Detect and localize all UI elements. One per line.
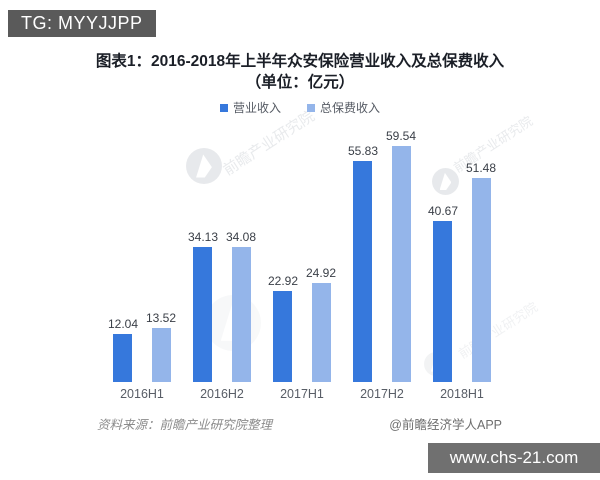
bar-col: 40.67 xyxy=(428,204,458,382)
x-axis: 2016H1 2016H2 2017H1 2017H2 2018H1 xyxy=(102,387,502,401)
bar-营业收入-2016H2 xyxy=(193,246,213,382)
chart-title: 图表1：2016-2018年上半年众安保险营业收入及总保费收入 （单位：亿元） xyxy=(0,51,600,93)
data-source-note: 资料来源：前瞻产业研究院整理 xyxy=(97,418,273,432)
legend-item-premium: 总保费收入 xyxy=(307,99,380,116)
x-axis-label-2017H1: 2017H1 xyxy=(280,387,324,401)
bar-营业收入-2017H1 xyxy=(273,291,293,382)
bar-总保费收入-2018H1 xyxy=(471,178,491,382)
bar-col: 12.04 xyxy=(108,317,138,382)
x-axis-label-2017H2: 2017H2 xyxy=(360,387,404,401)
bar-plot: 12.04 13.52 34.13 34.08 22.92 24.92 55.83 59.54… xyxy=(102,129,502,382)
x-axis-label-2016H1: 2016H1 xyxy=(120,387,164,401)
legend-swatch-revenue xyxy=(219,103,228,112)
bar-营业收入-2016H1 xyxy=(113,334,133,382)
bar-group-2016H1: 12.04 13.52 xyxy=(102,130,182,382)
publisher-credit: @前瞻经济学人APP xyxy=(389,418,502,432)
bar-col: 22.92 xyxy=(268,274,298,382)
legend-item-revenue: 营业收入 xyxy=(219,99,281,116)
bar-col: 24.92 xyxy=(306,266,336,382)
chart-title-unit: （单位：亿元） xyxy=(245,74,355,91)
chart-title-line1: 图表1：2016-2018年上半年众安保险营业收入及总保费收入 xyxy=(95,53,505,70)
bar-value-label: 40.67 xyxy=(427,203,458,218)
x-axis-label-2018H1: 2018H1 xyxy=(440,387,484,401)
qianzhan-logo-icon xyxy=(432,168,459,195)
bar-value-label: 55.83 xyxy=(347,143,378,158)
bar-value-label: 13.52 xyxy=(146,311,177,326)
bar-总保费收入-2017H2 xyxy=(391,146,411,382)
bar-group-2017H1: 22.92 24.92 xyxy=(262,130,342,382)
bar-value-label: 34.08 xyxy=(226,230,257,244)
bar-value-label: 12.04 xyxy=(107,317,138,332)
header-tag: TG: MYYJJPP xyxy=(8,10,156,37)
bar-value-label: 51.48 xyxy=(466,161,497,175)
bar-营业收入-2017H2 xyxy=(353,160,373,382)
site-watermark: www.chs-21.com xyxy=(428,443,600,473)
bar-group-2016H2: 34.13 34.08 xyxy=(182,130,262,382)
legend-label: 营业收入 xyxy=(232,101,281,115)
bar-总保费收入-2016H2 xyxy=(231,247,251,382)
bar-col: 51.48 xyxy=(466,161,496,382)
bar-col: 13.52 xyxy=(146,311,176,382)
bar-总保费收入-2017H1 xyxy=(311,283,331,382)
bar-col: 55.83 xyxy=(348,144,378,382)
bar-col: 34.08 xyxy=(226,230,256,382)
bar-value-label: 24.92 xyxy=(306,266,337,281)
bar-group-2018H1: 40.67 51.48 xyxy=(422,130,502,382)
bar-value-label: 34.13 xyxy=(187,229,218,244)
bar-总保费收入-2016H1 xyxy=(151,328,171,382)
qianzhan-logo-icon xyxy=(186,148,222,184)
bar-col: 34.13 xyxy=(188,230,218,382)
bar-value-label: 22.92 xyxy=(267,274,298,289)
x-axis-label-2016H2: 2016H2 xyxy=(200,387,244,401)
legend: 营业收入 总保费收入 xyxy=(0,99,600,116)
footer: 资料来源：前瞻产业研究院整理 @前瞻经济学人APP xyxy=(97,414,502,433)
legend-swatch-premium xyxy=(307,103,315,112)
legend-label: 总保费收入 xyxy=(320,101,381,115)
bar-营业收入-2018H1 xyxy=(433,220,453,382)
bar-value-label: 59.54 xyxy=(386,129,417,144)
bar-group-2017H2: 55.83 59.54 xyxy=(342,129,422,382)
bar-col: 59.54 xyxy=(386,129,416,382)
